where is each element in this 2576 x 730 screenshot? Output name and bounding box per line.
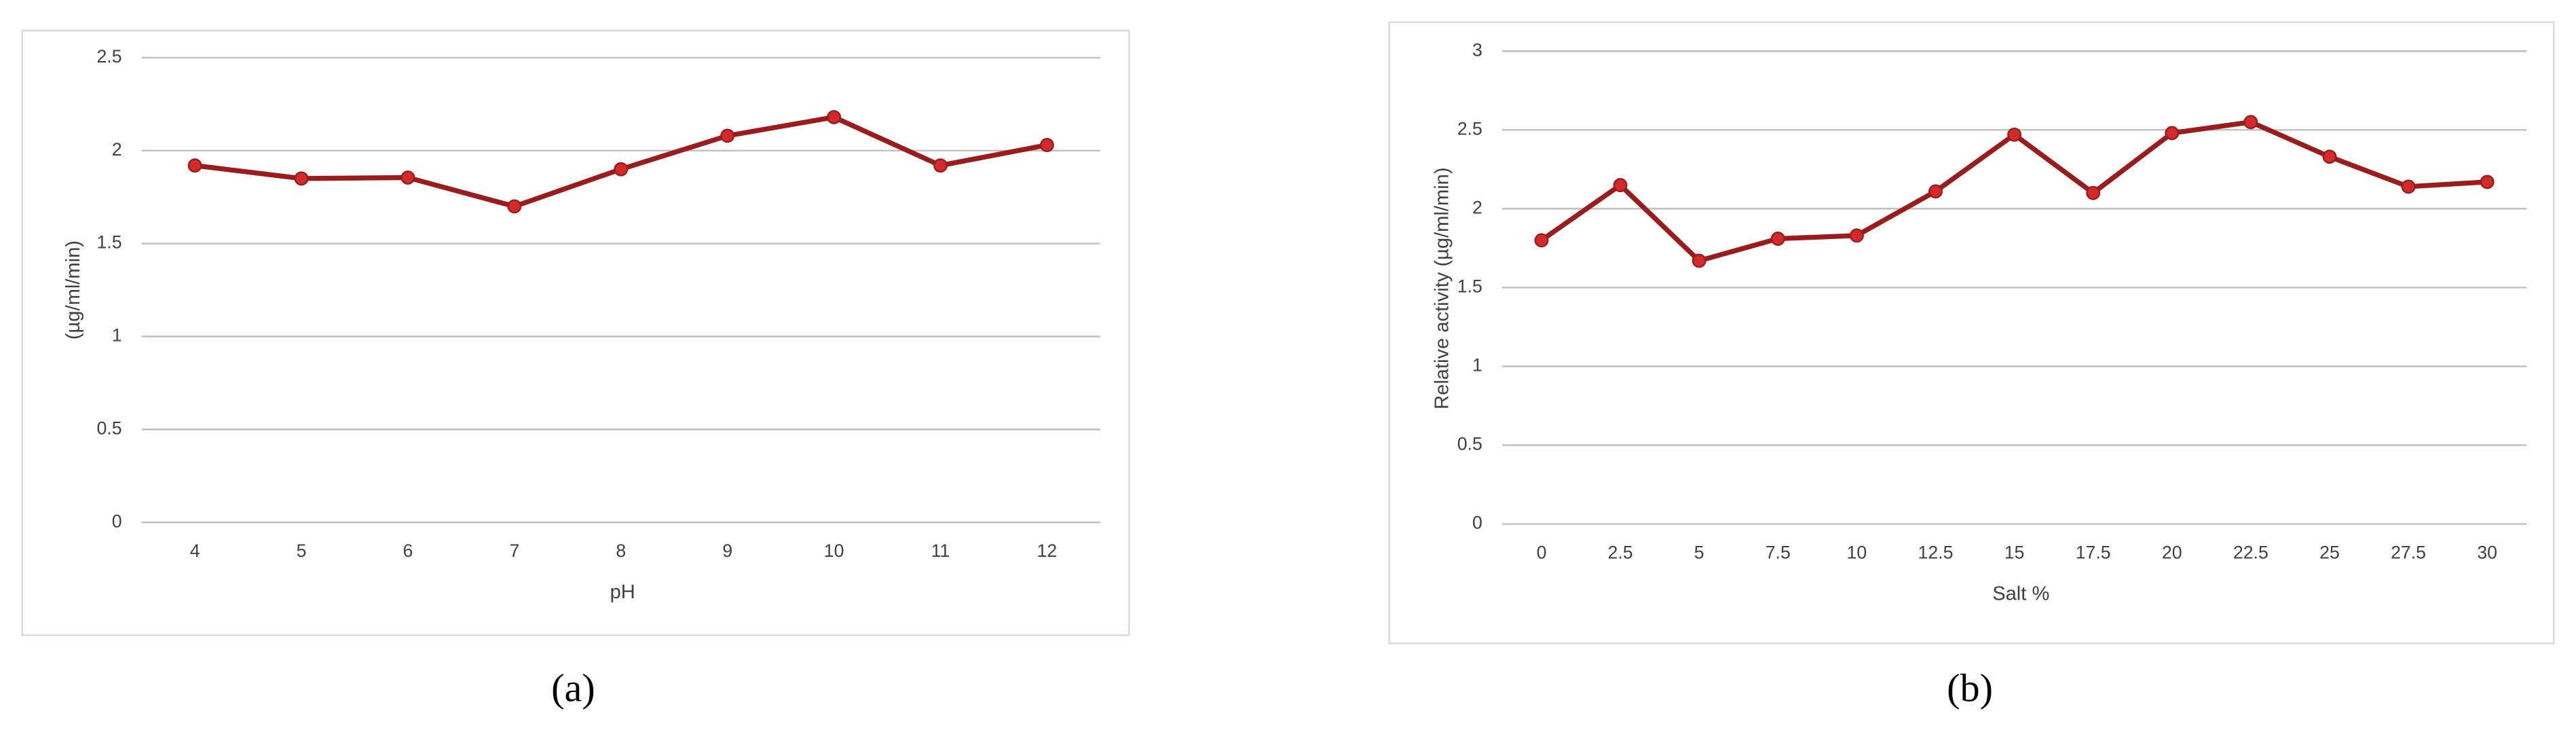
marker [2243,115,2258,130]
x-tick-label: 10 [1847,542,1867,562]
caption: (b) [1947,666,1993,710]
x-tick-label: 17.5 [2076,542,2111,562]
marker [720,128,735,143]
x-tick-label: 8 [616,541,626,561]
x-tick-label: 9 [722,541,732,561]
marker [827,110,842,124]
marker [1039,138,1054,153]
chart-frame [21,29,1130,636]
x-tick-label: 11 [931,541,950,561]
x-tick-label: 10 [824,541,844,561]
marker [614,162,629,177]
x-tick-label: 30 [2477,542,2497,562]
marker [1849,228,1864,243]
x-tick-label: 7.5 [1766,542,1791,562]
x-tick-label: 5 [297,541,307,561]
x-tick-label: 27.5 [2391,542,2426,562]
x-tick-label: 6 [403,541,413,561]
marker [1613,178,1628,193]
x-tick-label: 22.5 [2233,542,2269,562]
y-axis-label: Relative activity (µg/ml/min) [1431,167,1453,409]
marker [1692,253,1706,268]
y-tick-label: 2 [112,139,122,160]
marker [294,171,309,186]
y-tick-label: 2.5 [1457,118,1482,139]
marker [1534,233,1549,248]
x-axis-label: Salt % [1992,583,2049,605]
x-tick-label: 0 [1537,542,1547,562]
marker [2165,126,2180,141]
marker [2086,185,2101,200]
marker [2401,179,2416,194]
y-tick-label: 0 [112,511,122,531]
x-tick-label: 20 [2162,542,2182,562]
x-tick-label: 5 [1694,542,1704,562]
y-axis-label: (µg/ml/min) [62,240,84,340]
marker [1928,184,1943,199]
y-tick-label: 2 [1472,197,1482,217]
marker [1770,232,1785,246]
caption: (a) [551,666,595,710]
y-tick-label: 2.5 [96,46,122,67]
x-axis-label: pH [610,581,635,603]
x-tick-label: 15 [2004,542,2025,562]
marker [187,158,202,173]
marker [2322,149,2337,164]
marker [2480,175,2495,189]
y-tick-label: 0.5 [1457,434,1482,454]
chart-frame [1388,21,2555,644]
x-tick-label: 12.5 [1918,542,1953,562]
y-tick-label: 1 [1472,355,1482,376]
y-tick-label: 1.5 [96,232,122,253]
x-tick-label: 12 [1037,541,1058,561]
y-tick-label: 3 [1472,39,1482,60]
y-tick-label: 1 [112,325,122,346]
x-tick-label: 4 [190,541,200,561]
y-tick-label: 1.5 [1457,276,1482,297]
x-tick-label: 25 [2319,542,2340,562]
marker [933,158,948,173]
marker [2007,127,2022,142]
y-tick-label: 0 [1472,513,1482,533]
x-tick-label: 7 [509,541,519,561]
y-tick-label: 0.5 [96,418,122,438]
x-tick-label: 2.5 [1608,542,1633,562]
marker [507,199,522,214]
marker [400,170,415,185]
